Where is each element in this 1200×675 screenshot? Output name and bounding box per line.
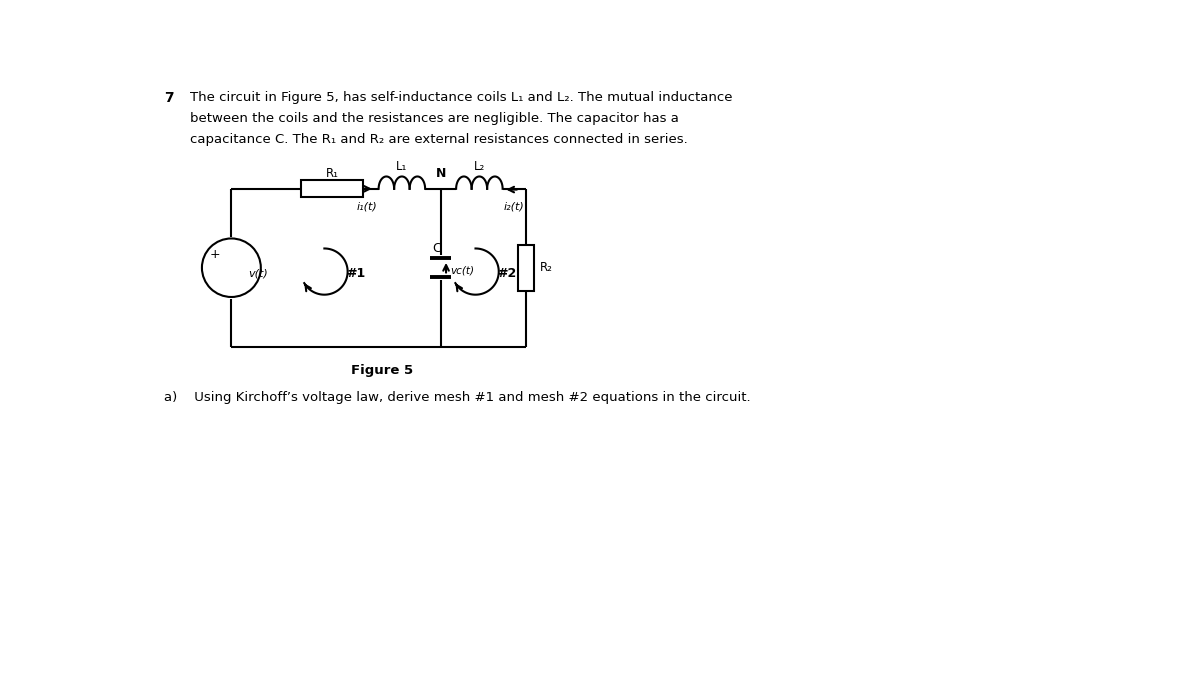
Text: +: + bbox=[210, 248, 221, 261]
Text: The circuit in Figure 5, has self-inductance coils L₁ and L₂. The mutual inducta: The circuit in Figure 5, has self-induct… bbox=[191, 91, 733, 104]
Text: L₁: L₁ bbox=[396, 161, 408, 173]
Text: C: C bbox=[432, 242, 442, 255]
Text: capacitance C. The R₁ and R₂ are external resistances connected in series.: capacitance C. The R₁ and R₂ are externa… bbox=[191, 132, 688, 146]
FancyBboxPatch shape bbox=[301, 180, 364, 197]
Text: v(t): v(t) bbox=[248, 269, 268, 279]
Text: vᴄ(t): vᴄ(t) bbox=[451, 266, 475, 276]
Text: a)    Using Kirchoff’s voltage law, derive mesh #1 and mesh #2 equations in the : a) Using Kirchoff’s voltage law, derive … bbox=[164, 392, 750, 404]
Text: #1: #1 bbox=[346, 267, 365, 279]
Text: 7: 7 bbox=[164, 91, 174, 105]
Text: Figure 5: Figure 5 bbox=[352, 364, 414, 377]
FancyBboxPatch shape bbox=[518, 244, 534, 291]
Text: i₁(t): i₁(t) bbox=[356, 202, 377, 212]
Text: R₁: R₁ bbox=[325, 167, 338, 180]
Text: N: N bbox=[436, 167, 446, 180]
Text: between the coils and the resistances are negligible. The capacitor has a: between the coils and the resistances ar… bbox=[191, 112, 679, 125]
Text: L₂: L₂ bbox=[474, 161, 485, 173]
Text: #2: #2 bbox=[497, 267, 516, 279]
Text: R₂: R₂ bbox=[540, 261, 553, 274]
Text: i₂(t): i₂(t) bbox=[504, 202, 524, 212]
